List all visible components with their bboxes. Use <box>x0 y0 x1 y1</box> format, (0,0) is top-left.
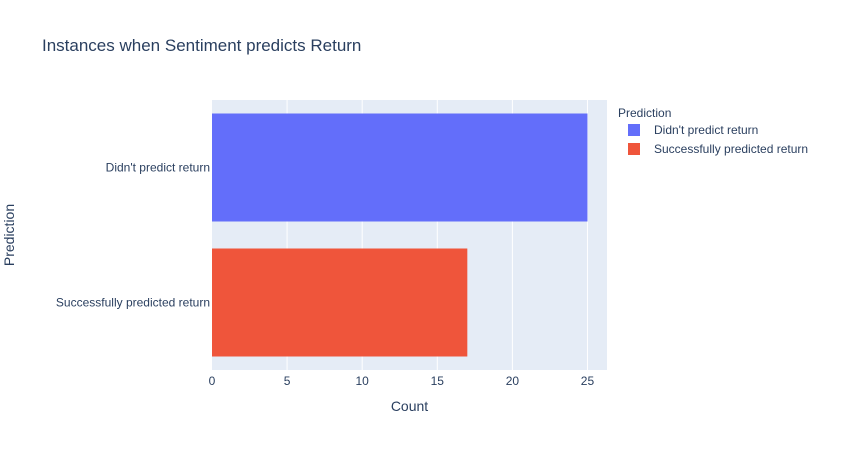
bars <box>212 113 588 357</box>
legend-items[interactable]: Didn't predict return Successfully predic… <box>628 123 808 156</box>
x-axis-tick-labels: 0 5 10 15 20 25 <box>209 374 595 388</box>
y-tick-label-1: Successfully predicted return <box>56 296 210 310</box>
legend-title: Prediction <box>618 106 671 120</box>
y-tick-label-0: Didn't predict return <box>106 161 210 175</box>
bar-1[interactable] <box>212 248 468 357</box>
x-tick-label-5: 25 <box>581 374 595 388</box>
x-tick-label-1: 5 <box>284 374 291 388</box>
x-axis-title: Count <box>391 398 428 414</box>
x-tick-label-0: 0 <box>209 374 216 388</box>
x-tick-label-4: 20 <box>506 374 520 388</box>
y-axis-tick-labels: Didn't predict return Successfully predic… <box>56 161 210 310</box>
bar-0[interactable] <box>212 113 588 222</box>
y-axis-title: Prediction <box>1 204 17 266</box>
legend-item-1[interactable]: Successfully predicted return <box>628 142 808 156</box>
legend-label-0: Didn't predict return <box>654 123 758 137</box>
x-tick-label-2: 10 <box>356 374 370 388</box>
legend-item-0[interactable]: Didn't predict return <box>628 123 758 137</box>
legend-label-1: Successfully predicted return <box>654 142 808 156</box>
legend-swatch-0 <box>628 124 640 136</box>
chart-title: Instances when Sentiment predicts Return <box>42 36 361 55</box>
legend[interactable]: Prediction Didn't predict return Successf… <box>618 106 808 156</box>
x-tick-label-3: 15 <box>431 374 445 388</box>
legend-swatch-1 <box>628 143 640 155</box>
